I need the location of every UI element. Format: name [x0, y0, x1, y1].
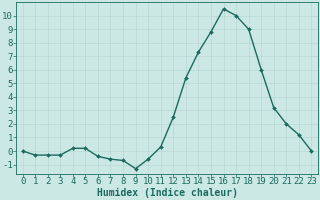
X-axis label: Humidex (Indice chaleur): Humidex (Indice chaleur): [97, 188, 237, 198]
